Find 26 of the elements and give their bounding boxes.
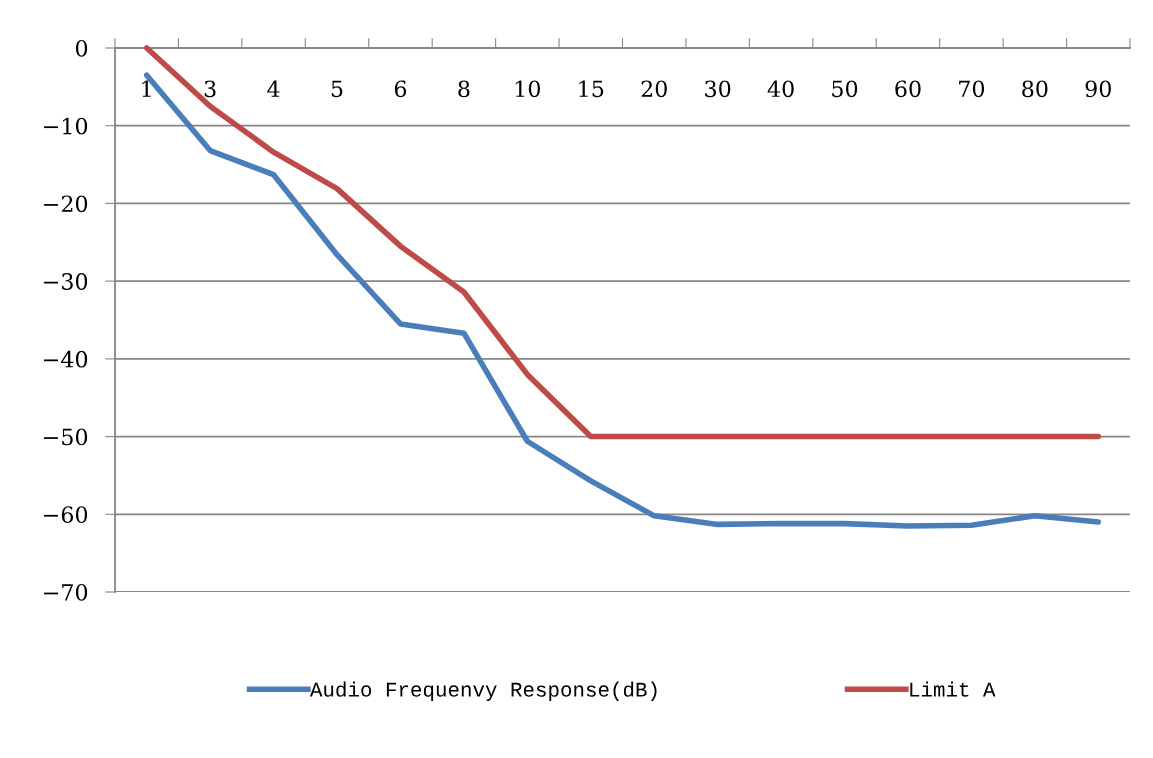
x-tick-label: 3 [204,80,216,98]
y-tick-label: −20 [44,195,88,213]
x-tick-label: 30 [705,80,731,98]
x-tick-label: 20 [641,80,667,98]
x-tick-label: 15 [579,80,604,98]
x-tick-label: 80 [1022,80,1048,98]
legend-label: Limit A [910,681,996,697]
y-tick-label: −50 [44,428,88,446]
y-tick-label: −40 [44,350,88,368]
x-tick-label: 6 [394,80,407,98]
x-tick-label: 1 [142,80,151,97]
x-tick-label: 4 [267,80,280,97]
x-tick-label: 60 [895,80,921,98]
x-tick-label: 50 [832,80,858,98]
legend-label: Audio Frequenvy Response(dB) [309,681,657,701]
x-tick-label: 90 [1085,80,1111,98]
y-tick-label: −10 [44,117,88,135]
x-tick-label: 5 [331,80,343,98]
y-tick-label: −60 [44,506,88,524]
y-tick-label: −30 [44,273,88,290]
x-tick-label: 10 [515,80,541,98]
y-tick-label: 0 [75,39,88,57]
x-tick-label: 70 [959,80,985,98]
y-tick-label: −70 [44,583,88,601]
x-tick-label: 40 [767,80,794,98]
x-tick-label: 8 [458,80,470,98]
